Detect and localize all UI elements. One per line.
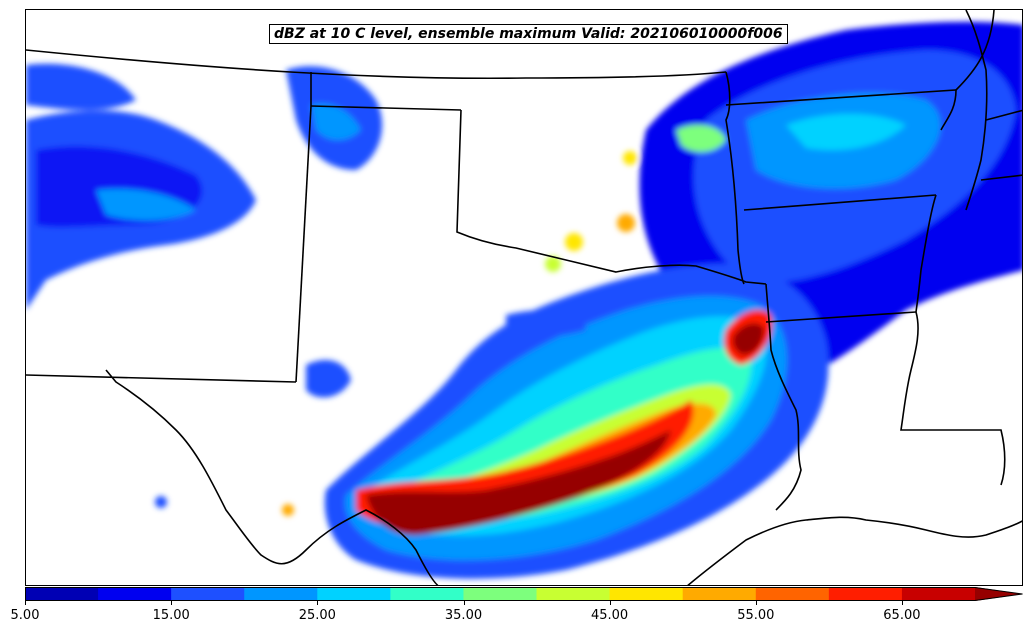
colorbar-tick-label: 55.00 [737,608,775,623]
colorbar-bin [463,587,538,601]
colorbar-outline [25,587,1023,601]
colorbar-bin [755,587,830,601]
reflectivity-field [26,21,1022,579]
map-title: dBZ at 10 C level, ensemble maximum Vali… [269,24,788,44]
colorbar-tick-mark [609,601,611,605]
colorbar-bin [244,587,318,601]
colorbar-bin [171,587,245,601]
colorbar-tick-label: 25.00 [298,608,336,623]
colorbar-bin [317,587,391,601]
radar-map: dBZ at 10 C level, ensemble maximum Vali… [25,9,1023,586]
colorbar-tick-label: 45.00 [590,608,629,623]
colorbar-tick-label: 15.00 [152,608,190,623]
colorbar-tick-mark [171,601,173,605]
colorbar-bin [98,587,172,601]
colorbar-tick-label: 65.00 [883,608,921,623]
colorbar-bin [901,587,976,601]
colorbar-bin [25,587,99,601]
colorbar-tick-label: 5.00 [10,608,40,623]
colorbar-bin [536,587,611,601]
colorbar-bin [828,587,903,601]
colorbar-bin [390,587,464,601]
colorbar-bin [609,587,684,601]
colorbar-tick-mark [901,601,903,605]
colorbar-bin [682,587,757,601]
colorbar [25,587,1023,601]
state-boundaries [26,10,1022,585]
colorbar-tick-mark [755,601,757,605]
colorbar-extend-arrow [975,587,1023,601]
colorbar-tick-mark [463,601,465,605]
radar-map-canvas [26,10,1022,585]
colorbar-tick-mark [317,601,319,605]
colorbar-tick-label: 35.00 [444,608,483,623]
colorbar-tick-mark [25,601,26,605]
